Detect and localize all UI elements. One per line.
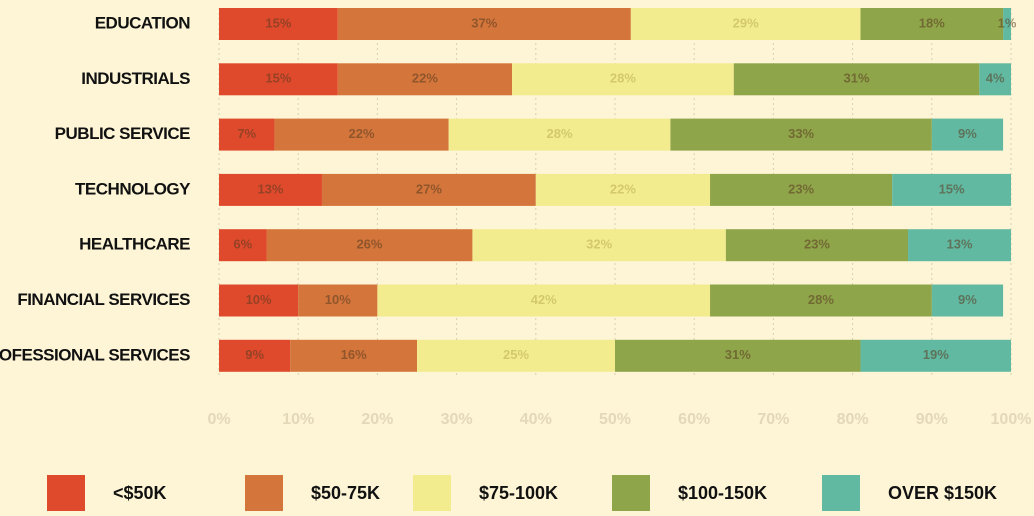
legend-label: $75-100K <box>479 483 558 503</box>
value-label: 18% <box>919 15 945 30</box>
legend-label: OVER $150K <box>888 483 997 503</box>
bar-segment <box>725 229 909 262</box>
value-label: 42% <box>531 292 557 307</box>
value-label: 9% <box>958 292 977 307</box>
value-label: 13% <box>257 181 283 196</box>
bar-segment <box>219 8 338 40</box>
value-label: 7% <box>237 126 256 141</box>
legend-label: $50-75K <box>311 483 380 503</box>
value-label: 4% <box>986 71 1005 86</box>
category-label: HEALTHCARE <box>79 235 190 254</box>
value-label: 1% <box>998 15 1017 30</box>
value-label: 28% <box>610 71 636 86</box>
value-label: 33% <box>788 126 814 141</box>
value-label: 28% <box>547 126 573 141</box>
value-label: 22% <box>610 181 636 196</box>
value-label: 37% <box>471 15 497 30</box>
bar-segment <box>298 284 378 317</box>
value-label: 22% <box>412 71 438 86</box>
x-tick-label: 50% <box>599 411 631 428</box>
value-label: 10% <box>325 292 351 307</box>
x-tick-label: 40% <box>520 411 552 428</box>
bar-segment <box>417 339 615 372</box>
bar-segment <box>535 173 711 206</box>
value-label: 32% <box>586 237 612 252</box>
category-label: TECHNOLOGY <box>75 179 191 198</box>
bar-segment <box>219 339 291 372</box>
bar-segment <box>733 63 980 96</box>
x-tick-label: 10% <box>282 411 314 428</box>
bar-segment <box>670 118 932 151</box>
legend-swatch <box>612 475 650 511</box>
bar-segment <box>860 339 1011 372</box>
value-label: 16% <box>341 347 367 362</box>
bar-segment <box>337 63 513 96</box>
legend-swatch <box>822 475 860 511</box>
value-label: 15% <box>265 71 291 86</box>
value-label: 25% <box>503 347 529 362</box>
value-label: 13% <box>947 237 973 252</box>
x-tick-label: 100% <box>991 411 1032 428</box>
bar-segment <box>630 8 861 40</box>
legend-swatch <box>413 475 451 511</box>
x-tick-label: 20% <box>361 411 393 428</box>
x-tick-label: 0% <box>207 411 230 428</box>
bar-segment <box>931 284 1004 317</box>
value-label: 22% <box>349 126 375 141</box>
bar-segment <box>512 63 734 96</box>
bar-segment <box>377 284 711 317</box>
bar-segment <box>219 284 299 317</box>
legend-swatch <box>47 475 85 511</box>
bar-segment <box>710 284 932 317</box>
value-label: 28% <box>808 292 834 307</box>
value-label: 31% <box>725 347 751 362</box>
value-label: 9% <box>245 347 264 362</box>
x-tick-label: 90% <box>916 411 948 428</box>
bar-segment <box>219 63 338 96</box>
bar-segment <box>219 229 267 262</box>
bar-segment <box>321 173 536 206</box>
bar-segment <box>892 173 1011 206</box>
value-label: 15% <box>939 181 965 196</box>
value-label: 9% <box>958 126 977 141</box>
x-tick-label: 70% <box>757 411 789 428</box>
category-label: PUBLIC SERVICE <box>55 124 190 143</box>
value-label: 23% <box>788 181 814 196</box>
value-label: 31% <box>844 71 870 86</box>
bar-segment <box>290 339 417 372</box>
x-tick-label: 60% <box>678 411 710 428</box>
value-label: 10% <box>246 292 272 307</box>
bar-segment <box>448 118 671 151</box>
legend-swatch <box>245 475 283 511</box>
value-label: 26% <box>356 237 382 252</box>
bar-segment <box>274 118 449 151</box>
x-tick-label: 30% <box>441 411 473 428</box>
category-label: EDUCATION <box>95 13 191 32</box>
bar-segment <box>337 8 631 40</box>
bar-segment <box>860 8 1004 40</box>
category-label: PROFESSIONAL SERVICES <box>0 345 190 364</box>
legend-label: <$50K <box>113 483 167 503</box>
bar-segment <box>219 173 322 206</box>
value-label: 19% <box>923 347 949 362</box>
bar-segment <box>931 118 1004 151</box>
bar-segment <box>1003 8 1011 40</box>
category-label: FINANCIAL SERVICES <box>17 290 190 309</box>
value-label: 15% <box>265 15 291 30</box>
bar-segment <box>979 63 1011 96</box>
value-label: 6% <box>233 237 252 252</box>
value-label: 27% <box>416 181 442 196</box>
bar-segment <box>266 229 473 262</box>
value-label: 29% <box>733 15 759 30</box>
bar-segment <box>908 229 1011 262</box>
bar-segment <box>615 339 861 372</box>
x-tick-label: 80% <box>837 411 869 428</box>
value-label: 23% <box>804 237 830 252</box>
bar-segment <box>219 118 275 151</box>
bar-segment <box>472 229 726 262</box>
category-label: INDUSTRIALS <box>81 69 190 88</box>
bar-segment <box>710 173 893 206</box>
legend-label: $100-150K <box>678 483 767 503</box>
